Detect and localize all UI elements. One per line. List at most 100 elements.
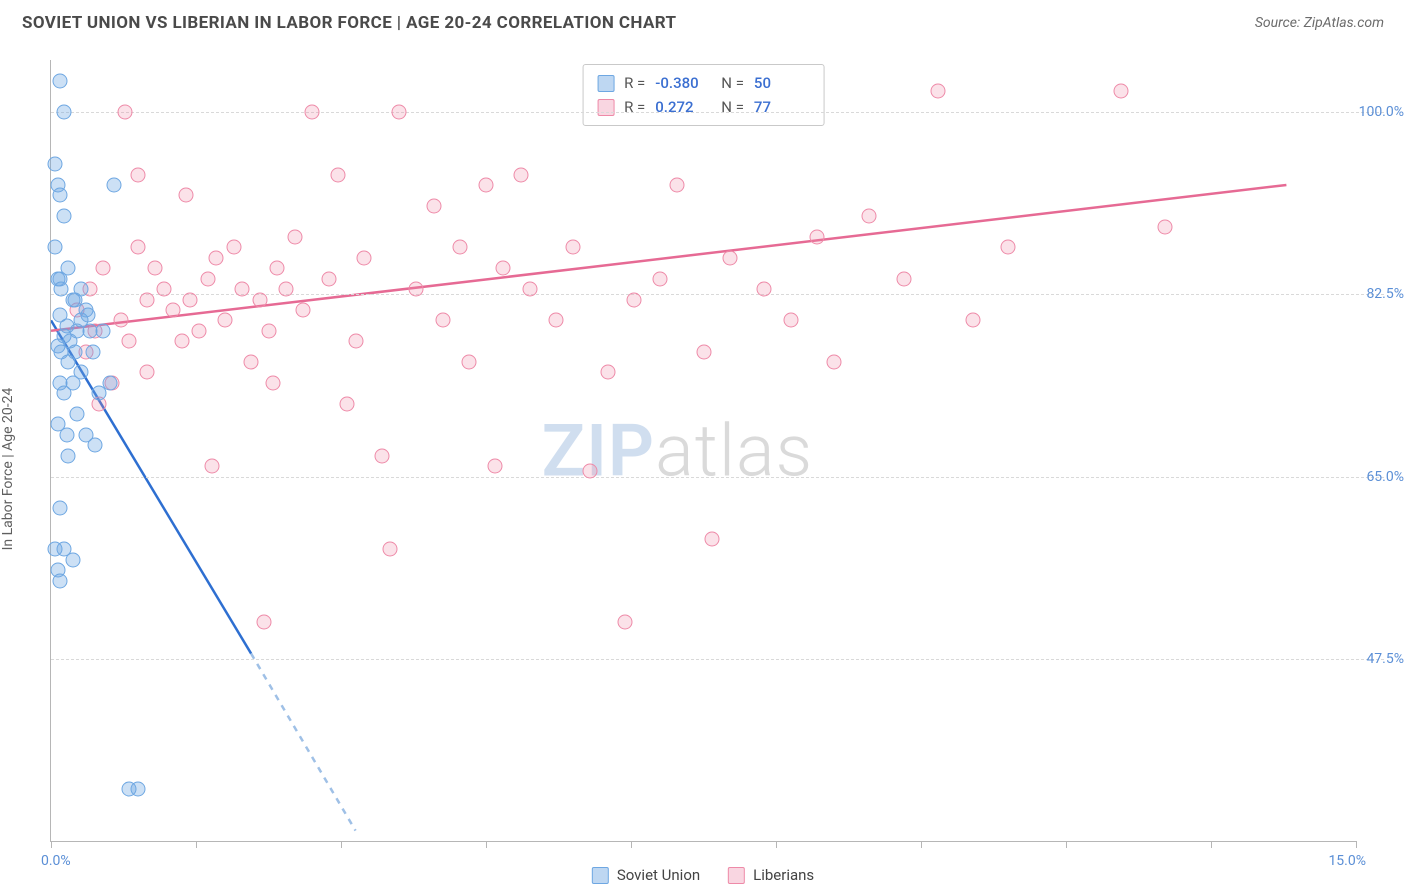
data-point-pink: [896, 271, 911, 286]
data-point-blue: [122, 781, 137, 796]
data-point-pink: [261, 323, 276, 338]
x-tick: [486, 841, 487, 848]
data-point-blue: [83, 323, 98, 338]
chart-header: SOVIET UNION VS LIBERIAN IN LABOR FORCE …: [0, 0, 1406, 46]
stats-row-pink: R = 0.272 N = 77: [597, 95, 810, 119]
x-max-label: 15.0%: [1328, 853, 1366, 869]
legend-item-pink: Liberians: [728, 866, 814, 884]
chart-source: Source: ZipAtlas.com: [1255, 15, 1384, 31]
data-point-pink: [487, 459, 502, 474]
watermark-right: atlas: [655, 408, 813, 493]
data-point-pink: [270, 261, 285, 276]
data-point-pink: [122, 334, 137, 349]
data-point-pink: [479, 177, 494, 192]
data-point-pink: [257, 615, 272, 630]
data-point-pink: [287, 230, 302, 245]
data-point-pink: [1001, 240, 1016, 255]
data-point-blue: [78, 427, 93, 442]
data-point-pink: [861, 209, 876, 224]
data-point-pink: [653, 271, 668, 286]
stat-n-value-blue: 50: [754, 71, 810, 95]
data-point-pink: [435, 313, 450, 328]
data-point-pink: [131, 167, 146, 182]
watermark-left: ZIP: [542, 408, 655, 493]
swatch-blue-icon: [597, 75, 614, 92]
x-tick: [1211, 841, 1212, 848]
swatch-pink-icon: [728, 867, 745, 884]
data-point-pink: [1157, 219, 1172, 234]
stat-r-label: R =: [624, 71, 645, 95]
data-point-blue: [57, 542, 72, 557]
data-point-pink: [78, 344, 93, 359]
data-point-blue: [54, 344, 69, 359]
data-point-pink: [322, 271, 337, 286]
gridline: [51, 294, 1384, 295]
y-tick-label: 65.0%: [1366, 469, 1404, 485]
data-point-pink: [809, 230, 824, 245]
data-point-blue: [70, 407, 85, 422]
data-point-pink: [339, 396, 354, 411]
data-point-blue: [61, 354, 76, 369]
trend-lines: [51, 60, 1356, 841]
data-point-pink: [426, 198, 441, 213]
data-point-blue: [63, 334, 78, 349]
data-point-pink: [104, 375, 119, 390]
data-point-blue: [70, 323, 85, 338]
legend-item-blue: Soviet Union: [592, 866, 700, 884]
data-point-pink: [931, 84, 946, 99]
chart-title: SOVIET UNION VS LIBERIAN IN LABOR FORCE …: [22, 13, 677, 33]
data-point-blue: [87, 438, 102, 453]
data-point-blue: [52, 271, 67, 286]
data-point-pink: [383, 542, 398, 557]
data-point-pink: [696, 344, 711, 359]
data-point-blue: [78, 302, 93, 317]
data-point-blue: [74, 365, 89, 380]
data-point-blue: [57, 386, 72, 401]
data-point-blue: [59, 318, 74, 333]
gridline: [51, 112, 1384, 113]
data-point-blue: [52, 308, 67, 323]
data-point-pink: [827, 354, 842, 369]
x-min-label: 0.0%: [41, 853, 71, 869]
data-point-pink: [670, 177, 685, 192]
data-point-blue: [57, 209, 72, 224]
swatch-blue-icon: [592, 867, 609, 884]
y-tick-label: 47.5%: [1366, 651, 1404, 667]
data-point-blue: [52, 188, 67, 203]
data-point-pink: [331, 167, 346, 182]
stat-n-label: N =: [721, 71, 744, 95]
data-point-pink: [70, 302, 85, 317]
data-point-blue: [131, 781, 146, 796]
data-point-blue: [74, 313, 89, 328]
data-point-pink: [348, 334, 363, 349]
data-point-pink: [209, 250, 224, 265]
stat-n-value-pink: 77: [754, 95, 810, 119]
legend-label-blue: Soviet Union: [617, 866, 700, 884]
data-point-pink: [600, 365, 615, 380]
x-tick: [1066, 841, 1067, 848]
x-tick: [341, 841, 342, 848]
data-point-blue: [52, 375, 67, 390]
data-point-pink: [357, 250, 372, 265]
data-point-pink: [174, 334, 189, 349]
data-point-blue: [52, 573, 67, 588]
data-point-pink: [461, 354, 476, 369]
data-point-blue: [96, 323, 111, 338]
data-point-pink: [113, 313, 128, 328]
data-point-pink: [452, 240, 467, 255]
data-point-blue: [103, 375, 118, 390]
chart-container: In Labor Force | Age 20-24 ZIPatlas R = …: [0, 46, 1406, 892]
y-tick-label: 82.5%: [1366, 286, 1404, 302]
y-tick-label: 100.0%: [1359, 104, 1404, 120]
data-point-pink: [966, 313, 981, 328]
x-tick: [51, 841, 52, 848]
gridline: [51, 477, 1384, 478]
data-point-blue: [59, 427, 74, 442]
data-point-blue: [65, 552, 80, 567]
data-point-blue: [61, 448, 76, 463]
series-legend: Soviet Union Liberians: [592, 866, 814, 884]
stat-r-label: R =: [624, 95, 645, 119]
x-tick: [196, 841, 197, 848]
data-point-pink: [618, 615, 633, 630]
data-point-pink: [165, 302, 180, 317]
